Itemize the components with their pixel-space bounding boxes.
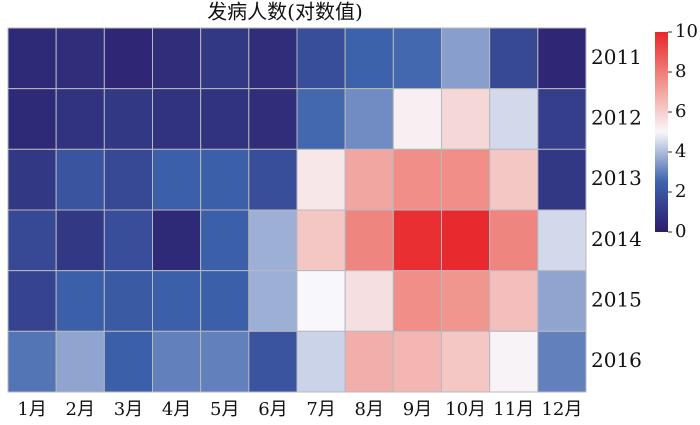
- x-tick-label: 11月: [493, 399, 534, 420]
- heatmap-cell: [200, 27, 250, 90]
- heatmap-cell: [200, 270, 250, 332]
- heatmap-cell: [103, 27, 154, 90]
- heatmap-cell: [537, 148, 587, 211]
- heatmap-cell: [248, 88, 298, 150]
- heatmap-cell: [441, 209, 491, 272]
- heatmap-cell: [7, 148, 57, 211]
- heatmap-cell: [200, 330, 250, 393]
- colorbar-tick-label: 6: [675, 101, 686, 122]
- heatmap-cell: [489, 148, 539, 211]
- heatmap-cell: [55, 148, 105, 211]
- heatmap-cell: [296, 270, 346, 332]
- x-tick-label: 12月: [541, 399, 582, 420]
- x-tick-label: 7月: [306, 399, 335, 420]
- heatmap-cell: [200, 209, 250, 272]
- heatmap-cell: [55, 330, 105, 393]
- y-tick-label: 2015: [591, 288, 642, 312]
- heatmap-cell: [152, 148, 202, 211]
- x-tick-label: 2月: [66, 399, 95, 420]
- heatmap-cell: [344, 27, 394, 90]
- heatmap-cell: [344, 148, 394, 211]
- y-tick-label: 2011: [591, 45, 642, 69]
- x-tick-label: 4月: [162, 399, 191, 420]
- heatmap-cell: [296, 27, 346, 90]
- heatmap-cell: [7, 88, 57, 150]
- heatmap-cell: [152, 209, 202, 272]
- heatmap-cell: [392, 27, 443, 90]
- colorbar: [655, 32, 668, 232]
- colorbar-tick-label: 2: [675, 181, 686, 202]
- x-tick-label: 6月: [258, 399, 287, 420]
- heatmap-cell: [392, 270, 443, 332]
- heatmap-cell: [441, 330, 491, 393]
- heatmap-cell: [392, 88, 443, 150]
- heatmap-cell: [103, 270, 154, 332]
- heatmap-cell: [296, 209, 346, 272]
- heatmap-cell: [103, 209, 154, 272]
- y-tick-label: 2016: [591, 348, 642, 372]
- heatmap-cell: [152, 330, 202, 393]
- heatmap-cell: [537, 88, 587, 150]
- heatmap-cell: [489, 27, 539, 90]
- heatmap-cell: [489, 88, 539, 150]
- heatmap-cell: [537, 27, 587, 90]
- heatmap-cell: [489, 209, 539, 272]
- heatmap-cell: [344, 209, 394, 272]
- x-tick-label: 9月: [403, 399, 432, 420]
- colorbar-tick-label: 4: [675, 141, 686, 162]
- heatmap-cell: [441, 148, 491, 211]
- heatmap-cell: [200, 88, 250, 150]
- y-tick-label: 2012: [591, 106, 642, 130]
- heatmap-cell: [7, 209, 57, 272]
- heatmap-cell: [344, 270, 394, 332]
- y-tick-label: 2013: [591, 166, 642, 190]
- x-tick-label: 1月: [17, 399, 46, 420]
- heatmap-cell: [152, 270, 202, 332]
- heatmap-cell: [248, 209, 298, 272]
- heatmap-cell: [248, 27, 298, 90]
- heatmap-cell: [248, 270, 298, 332]
- heatmap-cell: [489, 330, 539, 393]
- heatmap-cell: [296, 148, 346, 211]
- heatmap-cell: [55, 270, 105, 332]
- heatmap-cell: [537, 209, 587, 272]
- x-tick-label: 3月: [114, 399, 143, 420]
- heatmap-cell: [489, 270, 539, 332]
- heatmap-cell: [296, 330, 346, 393]
- heatmap-cell: [200, 148, 250, 211]
- heatmap-cell: [537, 270, 587, 332]
- x-tick-label: 5月: [210, 399, 239, 420]
- colorbar-tick-label: 10: [675, 21, 698, 42]
- heatmap-cell: [248, 330, 298, 393]
- x-tick-label: 8月: [355, 399, 384, 420]
- heatmap-cell: [103, 148, 154, 211]
- heatmap-cell: [344, 330, 394, 393]
- heatmap-cell: [152, 27, 202, 90]
- heatmap-cell: [7, 330, 57, 393]
- heatmap-cell: [441, 88, 491, 150]
- heatmap-cell: [152, 88, 202, 150]
- colorbar-tick-label: 8: [675, 61, 686, 82]
- x-tick-label: 10月: [445, 399, 486, 420]
- heatmap-cell: [7, 270, 57, 332]
- y-tick-label: 2014: [591, 227, 642, 251]
- heatmap-cell: [441, 27, 491, 90]
- heatmap-cell: [537, 330, 587, 393]
- heatmap-cell: [248, 148, 298, 211]
- heatmap-cell: [103, 88, 154, 150]
- heatmap-cell: [392, 148, 443, 211]
- colorbar-tick-label: 0: [675, 221, 686, 242]
- heatmap-cell: [55, 88, 105, 150]
- heatmap-cell: [344, 88, 394, 150]
- heatmap-cell: [441, 270, 491, 332]
- heatmap-cell: [55, 209, 105, 272]
- heatmap-cell: [55, 27, 105, 90]
- chart-title: 发病人数(对数值): [207, 0, 363, 24]
- heatmap-cell: [296, 88, 346, 150]
- heatmap-cell: [7, 27, 57, 90]
- heatmap-cell: [392, 209, 443, 272]
- heatmap-cell: [392, 330, 443, 393]
- heatmap-cell: [103, 330, 154, 393]
